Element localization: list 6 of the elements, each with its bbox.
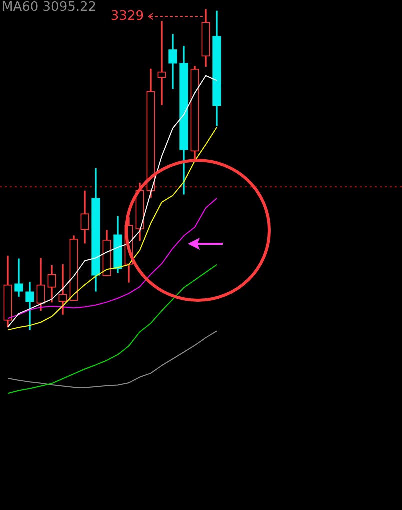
candlestick (58, 264, 68, 315)
annotation: 3329 (110, 8, 144, 24)
candlestick (14, 258, 24, 297)
annotation: MA60 3095.22 (2, 0, 97, 15)
candlestick (168, 34, 178, 90)
candlestick (158, 21, 166, 106)
